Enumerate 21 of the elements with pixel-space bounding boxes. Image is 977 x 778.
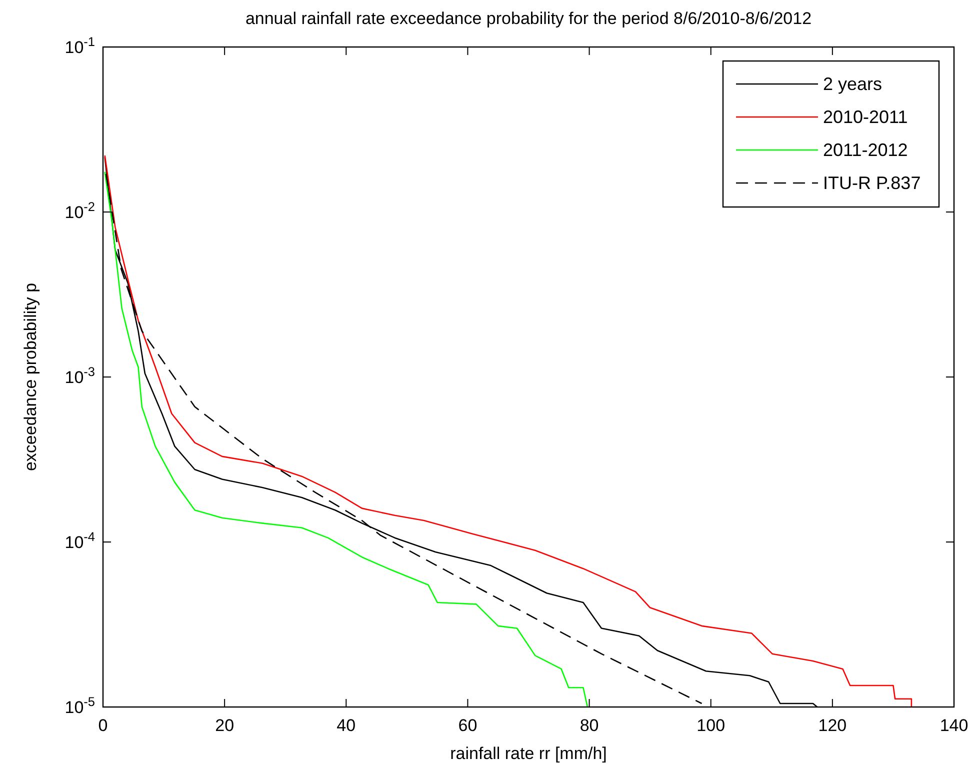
y-tick-label: 10$^{-5}$: [64, 694, 95, 717]
x-tick-label: 0: [98, 716, 108, 735]
y-tick-label: 10$^{-2}$: [64, 198, 95, 222]
x-tick-label: 120: [818, 716, 847, 735]
legend-label: 2 years: [823, 74, 882, 94]
y-axis-title: exceedance probability p: [21, 282, 40, 472]
legend-label: 2011-2012: [823, 140, 908, 160]
x-tick-label: 60: [458, 716, 478, 735]
line-series: [104, 171, 588, 708]
legend-label: ITU-R P.837: [823, 173, 921, 193]
x-tick-label: 40: [336, 716, 356, 735]
legend-label: 2010-2011: [823, 107, 908, 127]
y-tick-label: 10$^{-3}$: [64, 364, 95, 387]
y-tick-label: 10$^{-1}$: [64, 34, 95, 57]
x-tick-label: 140: [940, 716, 968, 735]
x-tick-label: 80: [580, 716, 599, 735]
x-tick-label: 20: [215, 716, 234, 735]
chart-title: annual rainfall rate exceedance probability for the period 8/6/2010-8/6/2012: [245, 9, 812, 28]
x-tick-label: 100: [696, 716, 726, 735]
y-tick-label: 10$^{-4}$: [64, 528, 95, 552]
x-axis-title: rainfall rate rr [mm/h]: [450, 744, 607, 763]
